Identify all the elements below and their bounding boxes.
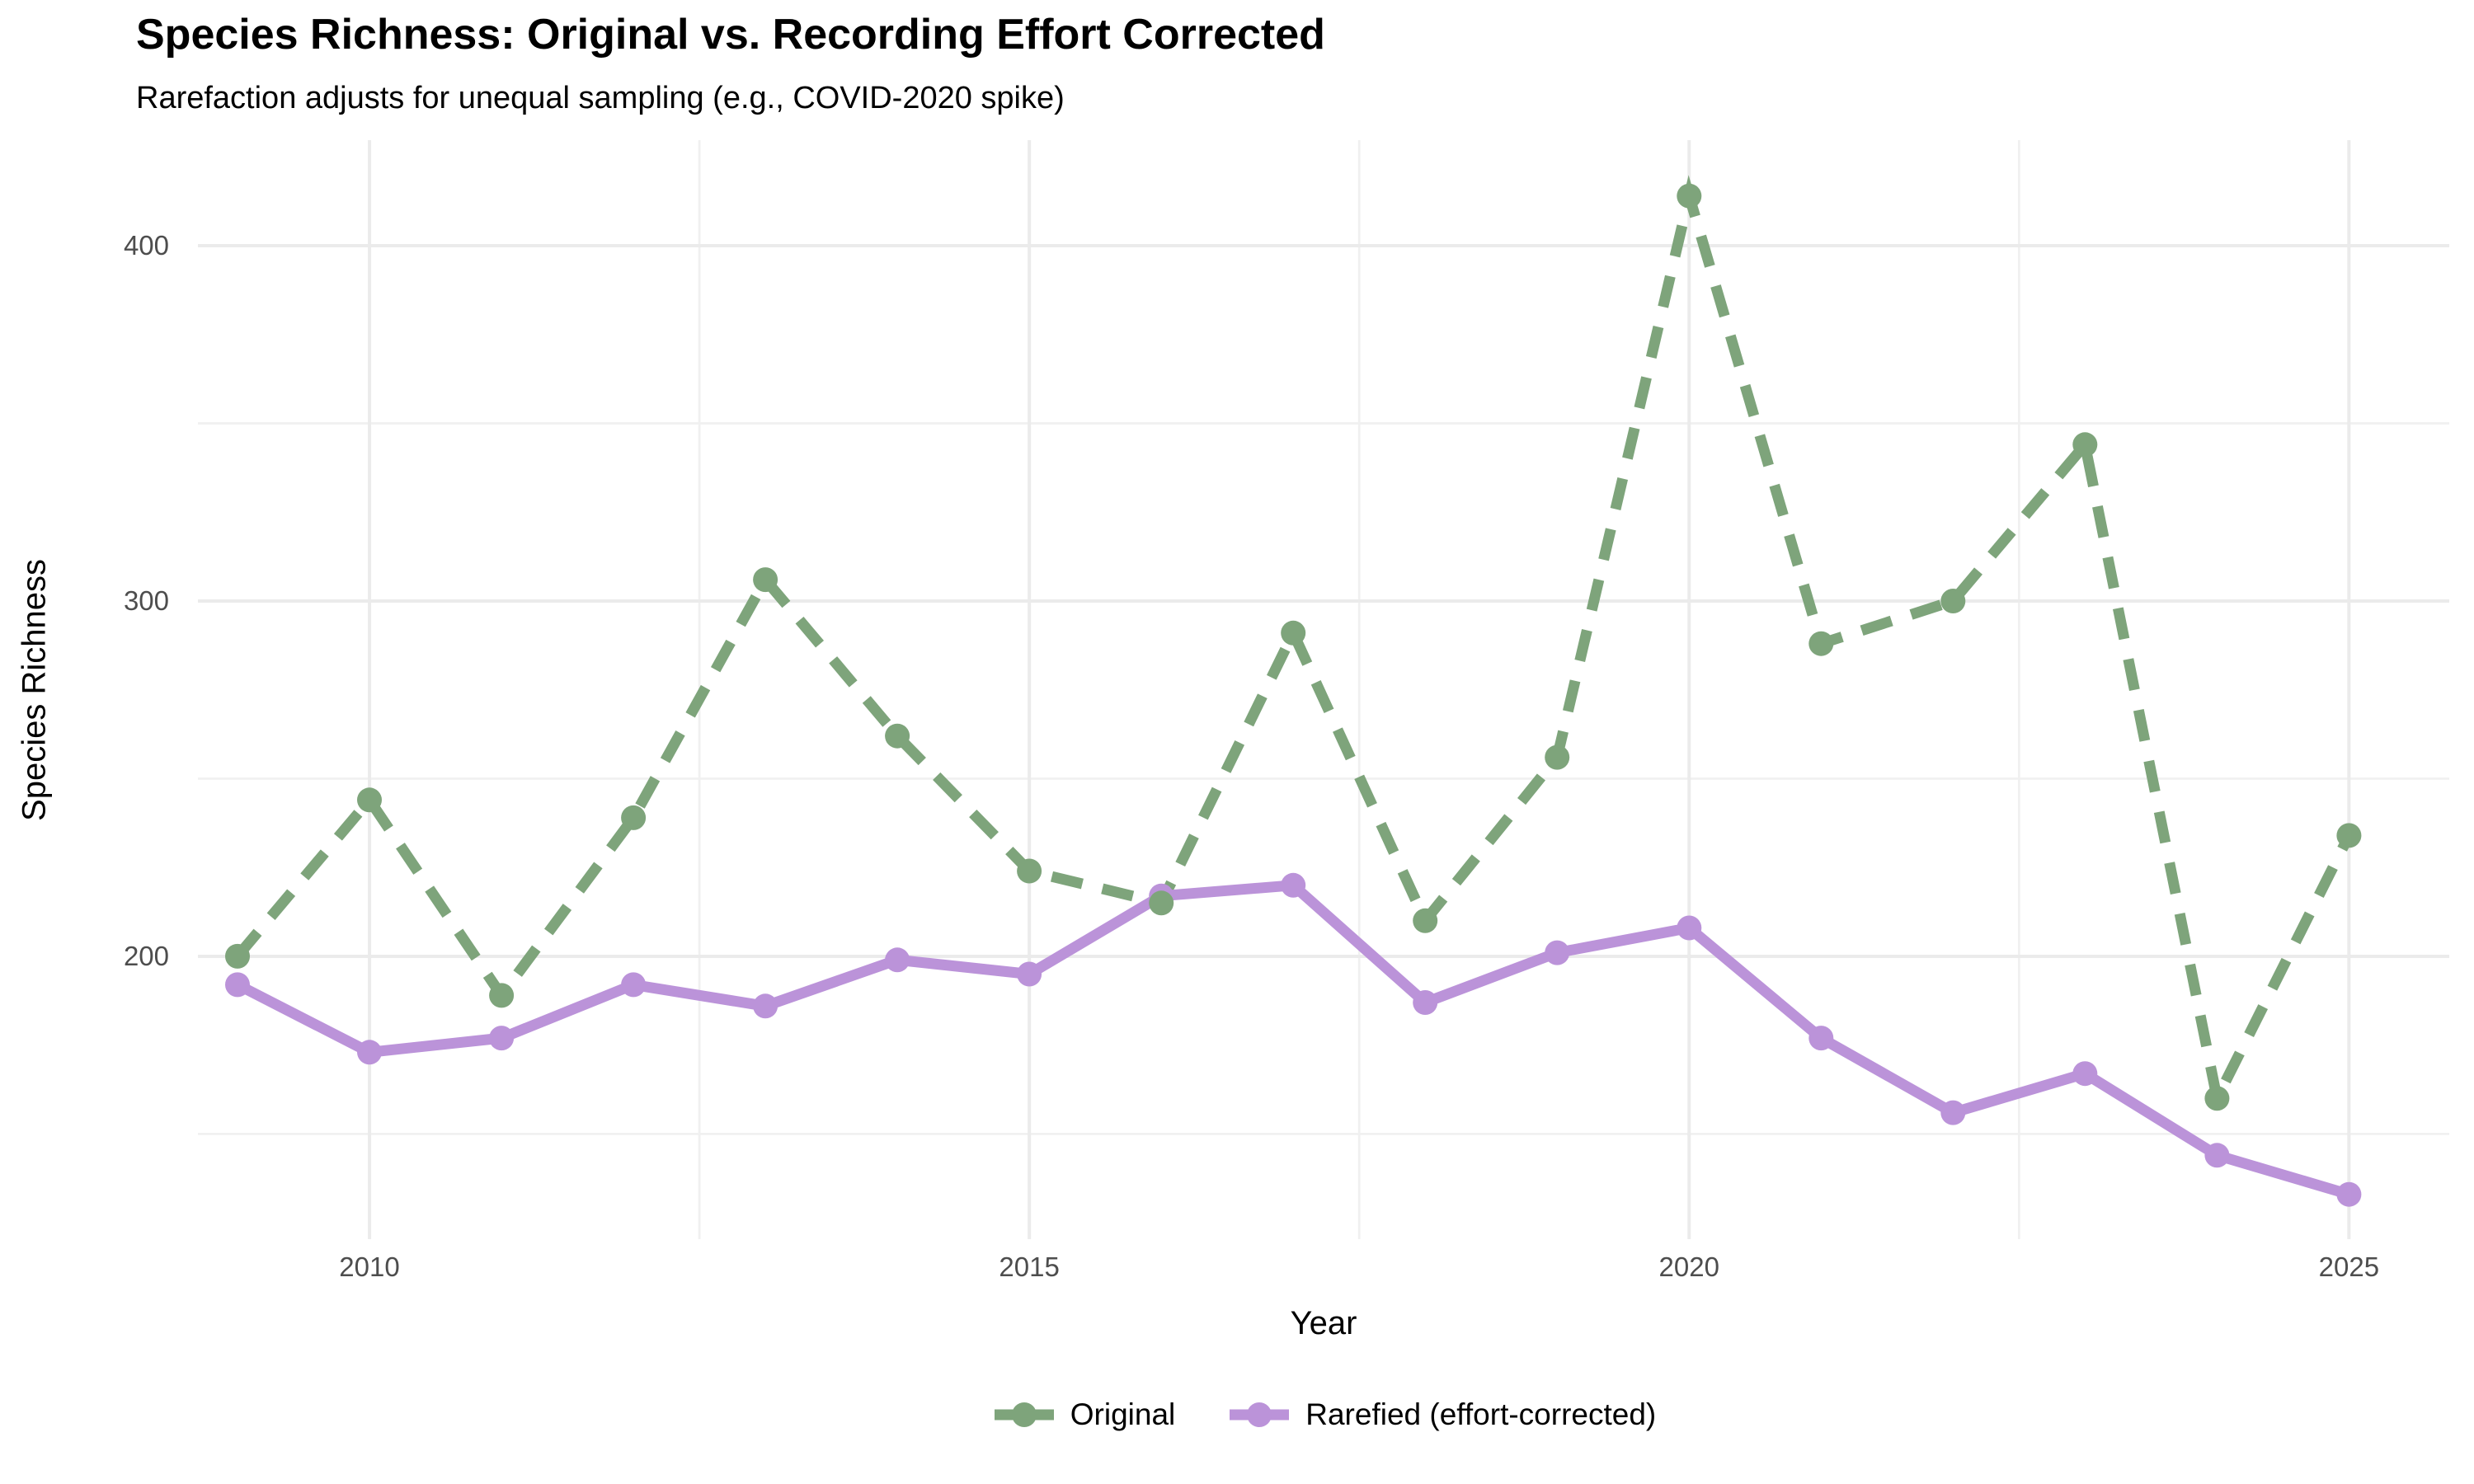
legend-key-icon: [994, 1402, 1054, 1427]
data-point-rarefied: [2336, 1181, 2362, 1207]
data-point-original: [621, 805, 647, 830]
legend: Original Rarefied (effort-corrected): [198, 1392, 2449, 1438]
data-point-original: [885, 723, 910, 749]
legend-label: Rarefied (effort-corrected): [1305, 1397, 1657, 1431]
data-point-rarefied: [1677, 915, 1702, 941]
y-tick-label: 200: [123, 940, 169, 971]
legend-key-icon: [1230, 1402, 1290, 1427]
x-axis-title: Year: [1290, 1305, 1357, 1341]
data-point-original: [1281, 620, 1306, 646]
data-point-original: [2336, 823, 2362, 848]
data-point-original: [2072, 432, 2098, 458]
data-point-rarefied: [1940, 1100, 1966, 1125]
chart-subtitle: Rarefaction adjusts for unequal sampling…: [136, 81, 1065, 115]
chart-title: Species Richness: Original vs. Recording…: [136, 11, 1325, 59]
data-point-rarefied: [753, 993, 778, 1019]
data-point-rarefied: [1281, 872, 1306, 898]
data-point-rarefied: [885, 947, 910, 973]
data-point-original: [357, 787, 382, 813]
data-point-original: [1677, 183, 1702, 209]
data-point-original: [489, 983, 515, 1008]
y-tick-label: 300: [123, 585, 169, 616]
data-point-rarefied: [2072, 1061, 2098, 1087]
data-point-rarefied: [621, 972, 647, 998]
data-point-rarefied: [489, 1026, 515, 1051]
x-tick-label: 2020: [1658, 1252, 1719, 1282]
data-point-original: [1017, 858, 1042, 884]
data-point-rarefied: [2204, 1143, 2230, 1168]
data-point-rarefied: [225, 972, 250, 998]
y-tick-label: 400: [123, 229, 169, 261]
data-point-original: [1413, 908, 1438, 933]
legend-item-original: Original: [991, 1392, 1176, 1438]
x-tick-label: 2025: [2318, 1252, 2380, 1282]
data-point-rarefied: [1413, 990, 1438, 1015]
data-point-rarefied: [1017, 961, 1042, 987]
data-point-original: [2204, 1086, 2230, 1111]
legend-item-rarefied: Rarefied (effort-corrected): [1226, 1392, 1656, 1438]
y-axis-title: Species Richness: [16, 558, 53, 821]
x-tick-label: 2015: [999, 1252, 1060, 1282]
data-point-rarefied: [1808, 1026, 1834, 1051]
x-tick-label: 2010: [339, 1252, 400, 1282]
data-point-original: [753, 567, 778, 593]
data-point-rarefied: [1545, 940, 1570, 965]
data-point-original: [225, 943, 250, 969]
series-line-original: [233, 175, 2354, 1115]
data-point-original: [1940, 589, 1966, 613]
data-point-original: [1808, 631, 1834, 656]
data-point-original: [1149, 890, 1174, 916]
data-point-original: [1545, 744, 1570, 770]
legend-label: Original: [1070, 1397, 1176, 1431]
data-point-rarefied: [357, 1040, 382, 1065]
